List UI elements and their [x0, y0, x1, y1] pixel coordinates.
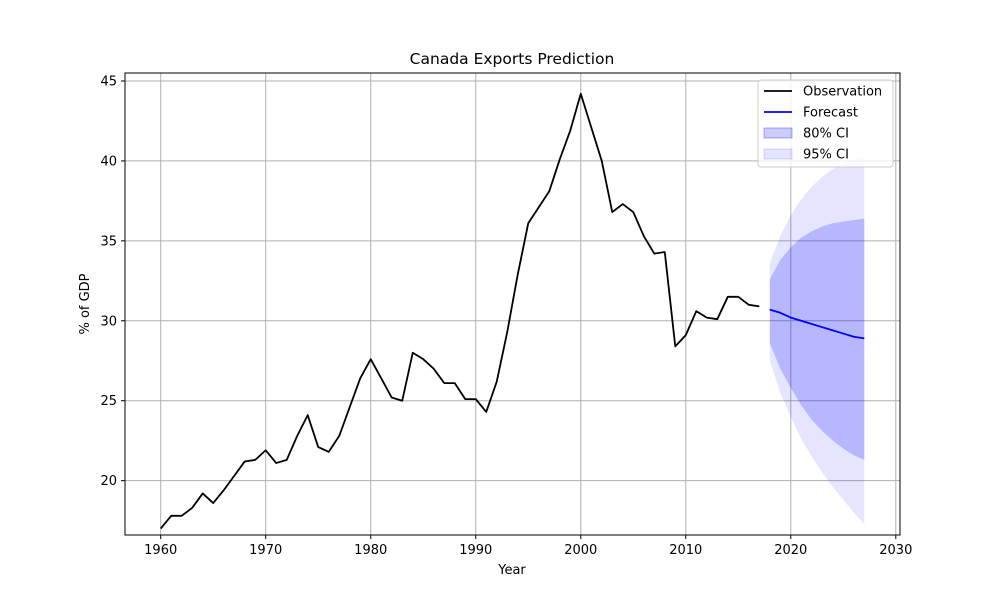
- y-tick-label: 45: [100, 74, 117, 89]
- x-axis-label: Year: [497, 563, 526, 578]
- forecast-line: [769, 308, 865, 340]
- x-tick-label: 2000: [564, 543, 597, 558]
- legend: Observation Forecast 80% CI 95% CI: [757, 79, 894, 168]
- legend-label: Observation: [803, 85, 882, 100]
- y-tick-label: 30: [100, 314, 117, 329]
- x-tick-label: 1960: [144, 543, 177, 558]
- y-tick-label: 40: [100, 154, 117, 169]
- series-lines: [160, 92, 865, 530]
- plot-area-frame: [124, 72, 901, 536]
- x-tick-label: 1970: [249, 543, 282, 558]
- legend-swatch-patch: [763, 127, 793, 139]
- x-tick-label: 1980: [354, 543, 387, 558]
- legend-frame: [757, 79, 894, 168]
- ci-95-band: [769, 156, 865, 524]
- chart-title: Canada Exports Prediction: [410, 50, 615, 68]
- y-tick-label: 35: [100, 234, 117, 249]
- confidence-bands: [769, 156, 865, 524]
- legend-label: 95% CI: [803, 148, 849, 163]
- y-tick-label: 25: [100, 394, 117, 409]
- observation-line: [160, 92, 760, 530]
- y-axis-label: % of GDP: [78, 273, 93, 334]
- legend-label: 80% CI: [803, 127, 849, 142]
- x-tick-label: 2010: [669, 543, 702, 558]
- ci-80-band: [769, 218, 865, 460]
- y-tick-label: 20: [100, 474, 117, 489]
- legend-label: Forecast: [803, 106, 858, 121]
- x-tick-label: 2020: [774, 543, 807, 558]
- x-axis-ticks: 1960 1970 1980 1990 2000 2010 2020 2030: [144, 535, 912, 558]
- x-tick-label: 1990: [459, 543, 492, 558]
- x-tick-label: 2030: [879, 543, 912, 558]
- legend-swatch-patch: [763, 148, 793, 160]
- y-axis-ticks: 20 25 30 35 40 45: [100, 74, 125, 489]
